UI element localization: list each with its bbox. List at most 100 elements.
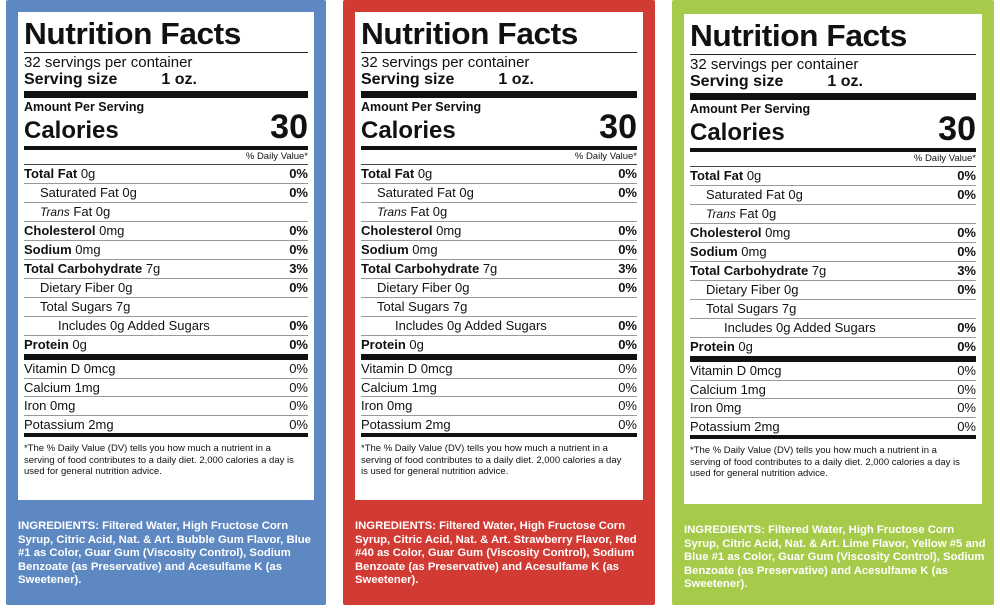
nutrient-daily-value: 0% (618, 337, 637, 352)
nutrition-facts-label: Nutrition Facts 32 servings per containe… (355, 12, 643, 500)
vitamin-row: Vitamin D 0mcg 0% (361, 360, 637, 379)
nutrient-list: Total Fat 0g 0% Saturated Fat 0g 0% Trans Fa… (361, 165, 637, 354)
nutrient-daily-value: 0% (618, 318, 637, 333)
nutrient-name: Total Carbohydrate 7g (361, 260, 497, 278)
nutrient-name-bold: Cholesterol (361, 223, 433, 238)
nutrient-row: Includes 0g Added Sugars 0% (24, 317, 308, 336)
nutrition-facts-title: Nutrition Facts (361, 16, 578, 51)
nutrient-row: Total Fat 0g 0% (361, 165, 637, 184)
nutrient-amount: Total Sugars 7g (40, 299, 131, 314)
divider-medium (24, 433, 308, 437)
divider-thick (361, 91, 637, 98)
nutrient-daily-value: 0% (957, 168, 976, 183)
nutrient-row: Total Sugars 7g (361, 298, 637, 317)
nutrient-name: Cholesterol 0mg (361, 222, 461, 240)
nutrient-name: Total Fat 0g (361, 165, 432, 183)
nutrient-name: Protein 0g (24, 336, 87, 354)
divider-medium (24, 354, 308, 360)
nutrient-name-bold: Total Fat (24, 166, 78, 181)
divider-medium (690, 356, 976, 362)
amount-per-serving: Amount Per Serving (690, 102, 811, 116)
vitamin-row: Potassium 2mg 0% (361, 416, 637, 434)
nutrient-daily-value: 0% (289, 280, 308, 295)
nutrient-row: Sodium 0mg 0% (24, 241, 308, 260)
nutrient-row: Total Fat 0g 0% (24, 165, 308, 184)
nutrition-panel-lime: Nutrition Facts 32 servings per containe… (672, 0, 994, 605)
nutrient-row: Trans Fat 0g (690, 205, 976, 224)
divider-medium (690, 435, 976, 439)
nutrient-row: Saturated Fat 0g 0% (24, 184, 308, 203)
nutrient-name-bold: Cholesterol (690, 225, 762, 240)
nutrient-amount: 0g (734, 339, 753, 354)
vitamin-daily-value: 0% (957, 400, 976, 415)
nutrient-daily-value: 0% (957, 244, 976, 259)
nutrient-daily-value: 0% (289, 242, 308, 257)
nutrient-name: Total Sugars 7g (361, 298, 467, 316)
vitamin-row: Vitamin D 0mcg 0% (690, 362, 976, 381)
nutrient-row: Includes 0g Added Sugars 0% (361, 317, 637, 336)
vitamin-row: Iron 0mg 0% (24, 397, 308, 416)
nutrient-name: Dietary Fiber 0g (24, 279, 132, 297)
nutrient-name-bold: Sodium (24, 242, 72, 257)
nutrient-name: Sodium 0mg (24, 241, 101, 259)
nutrient-name-bold: Total Carbohydrate (24, 261, 143, 276)
nutrient-daily-value: 0% (957, 187, 976, 202)
divider-medium (361, 146, 637, 150)
calories-label: Calories (361, 117, 456, 144)
nutrient-row: Protein 0g 0% (24, 336, 308, 354)
vitamin-list: Vitamin D 0mcg 0% Calcium 1mg 0% Iron 0mg 0% P… (24, 360, 308, 433)
nutrient-name: Dietary Fiber 0g (361, 279, 469, 297)
nutrient-row: Saturated Fat 0g 0% (361, 184, 637, 203)
nutrient-amount: 0mg (761, 225, 791, 240)
nutrient-name-bold: Sodium (361, 242, 409, 257)
vitamin-name: Vitamin D 0mcg (690, 363, 782, 378)
nutrient-daily-value: 0% (289, 318, 308, 333)
vitamin-daily-value: 0% (957, 381, 976, 397)
nutrient-name-italic: Trans (377, 205, 407, 219)
nutrient-row: Total Carbohydrate 7g 3% (361, 260, 637, 279)
nutrient-name: Protein 0g (361, 336, 424, 354)
calories-row: Calories 30 (690, 112, 976, 146)
vitamin-name: Iron 0mg (24, 398, 76, 413)
nutrient-amount: 0mg (95, 223, 125, 238)
vitamin-row: Potassium 2mg 0% (24, 416, 308, 434)
vitamin-name: Vitamin D 0mcg (361, 361, 453, 376)
nutrient-daily-value: 0% (289, 185, 308, 200)
nutrient-amount: 0mg (71, 242, 101, 257)
nutrient-name: Total Sugars 7g (24, 298, 130, 316)
nutrient-daily-value: 0% (618, 223, 637, 238)
nutrient-row: Dietary Fiber 0g 0% (361, 279, 637, 298)
daily-value-header: % Daily Value* (24, 150, 308, 165)
nutrient-amount: Fat 0g (406, 204, 448, 219)
nutrient-name: Trans Fat 0g (361, 203, 447, 221)
servings-per-container: 32 servings per container (24, 52, 308, 71)
vitamin-name: Iron 0mg (361, 398, 413, 413)
nutrient-row: Sodium 0mg 0% (361, 241, 637, 260)
nutrition-panel-strawberry: Nutrition Facts 32 servings per containe… (343, 0, 655, 605)
vitamin-daily-value: 0% (618, 398, 637, 413)
nutrient-name: Saturated Fat 0g (361, 184, 474, 202)
nutrient-amount: Total Sugars 7g (377, 299, 468, 314)
nutrient-name: Cholesterol 0mg (690, 224, 790, 242)
calories-row: Calories 30 (24, 110, 308, 144)
vitamin-list: Vitamin D 0mcg 0% Calcium 1mg 0% Iron 0mg 0% P… (361, 360, 637, 433)
vitamin-row: Calcium 1mg 0% (690, 381, 976, 399)
vitamin-row: Iron 0mg 0% (690, 399, 976, 418)
serving-size-label: Serving size (361, 71, 455, 88)
nutrient-name: Total Fat 0g (24, 165, 95, 183)
nutrient-name: Includes 0g Added Sugars (24, 317, 210, 335)
daily-value-footnote: *The % Daily Value (DV) tells you how mu… (361, 443, 622, 477)
nutrient-amount: Saturated Fat 0g (40, 185, 137, 200)
vitamin-daily-value: 0% (289, 416, 308, 432)
nutrient-name-bold: Cholesterol (24, 223, 96, 238)
nutrient-amount: 7g (808, 263, 827, 278)
nutrient-amount: Dietary Fiber 0g (40, 280, 133, 295)
nutrient-name: Includes 0g Added Sugars (361, 317, 547, 335)
nutrient-row: Total Fat 0g 0% (690, 167, 976, 186)
nutrient-row: Total Carbohydrate 7g 3% (24, 260, 308, 279)
vitamin-row: Iron 0mg 0% (361, 397, 637, 416)
vitamin-row: Calcium 1mg 0% (24, 379, 308, 397)
nutrient-name-bold: Total Carbohydrate (690, 263, 809, 278)
nutrient-name: Sodium 0mg (361, 241, 438, 259)
nutrient-amount: 0g (743, 168, 762, 183)
